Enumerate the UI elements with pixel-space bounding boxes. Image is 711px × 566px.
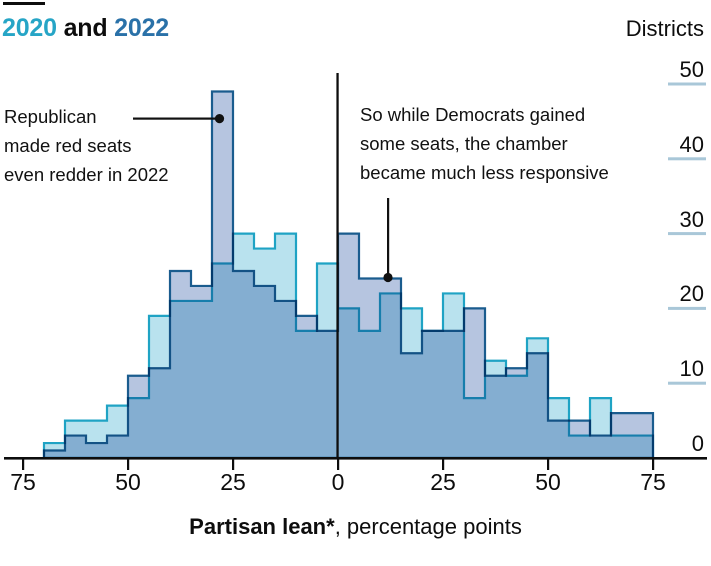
- x-axis-label-rest: , percentage points: [334, 514, 522, 539]
- annotation-line: made red seats: [4, 135, 132, 156]
- title-and: and: [56, 14, 115, 42]
- title-year-2022: 2022: [114, 14, 169, 42]
- x-tick-label: 50: [535, 469, 561, 495]
- annotation-republican: Republican made red seats even redder in…: [4, 102, 169, 189]
- x-tick-label: 75: [10, 469, 36, 495]
- leader-dot-right: [383, 272, 393, 283]
- zero-axis-line: [336, 73, 339, 458]
- x-axis-label-bold: Partisan lean*: [189, 514, 335, 539]
- gridline-stub: [668, 232, 706, 236]
- x-tick-label: 50: [115, 469, 141, 495]
- leader-line-left: [133, 117, 217, 120]
- x-axis-tick: [337, 458, 340, 470]
- y-tick-label: 0: [691, 431, 704, 456]
- annotation-line: some seats, the chamber: [360, 133, 568, 154]
- annotation-line: became much less responsive: [360, 162, 609, 183]
- x-axis-label: Partisan lean*, percentage points: [0, 514, 711, 540]
- x-axis-tick: [232, 458, 235, 470]
- y-tick-label: 30: [679, 206, 704, 232]
- x-axis-tick: [547, 458, 550, 470]
- gridline-stub: [668, 157, 706, 161]
- x-axis-tick: [652, 458, 655, 470]
- annotation-line: even redder in 2022: [4, 164, 169, 185]
- annotation-line: Republican: [4, 106, 97, 127]
- leader-line-right: [387, 198, 390, 274]
- annotation-line: So while Democrats gained: [360, 104, 586, 125]
- chart-title: 2020 and 2022: [2, 14, 169, 43]
- gridline-stub: [668, 82, 706, 86]
- gridline-stub: [668, 306, 706, 310]
- y-tick-label: 10: [679, 356, 704, 382]
- x-axis-tick: [442, 458, 445, 470]
- x-axis-tick: [22, 458, 25, 470]
- annotation-democrats: So while Democrats gained some seats, th…: [360, 100, 609, 187]
- x-axis-tick: [127, 458, 130, 470]
- x-tick-label: 25: [220, 469, 246, 495]
- y-tick-label: 50: [679, 57, 704, 82]
- x-tick-label: 0: [331, 469, 345, 495]
- economist-top-rule: [3, 2, 45, 5]
- leader-dot-left: [214, 114, 225, 124]
- y-tick-label: 20: [679, 281, 704, 307]
- gridline-stub: [668, 381, 706, 385]
- y-tick-label: 40: [679, 131, 704, 157]
- y-axis-unit-label: Districts: [625, 16, 704, 41]
- x-axis-line: [4, 457, 707, 460]
- x-tick-label: 25: [430, 469, 456, 495]
- x-tick-label: 75: [640, 469, 666, 495]
- title-year-2020: 2020: [2, 14, 57, 42]
